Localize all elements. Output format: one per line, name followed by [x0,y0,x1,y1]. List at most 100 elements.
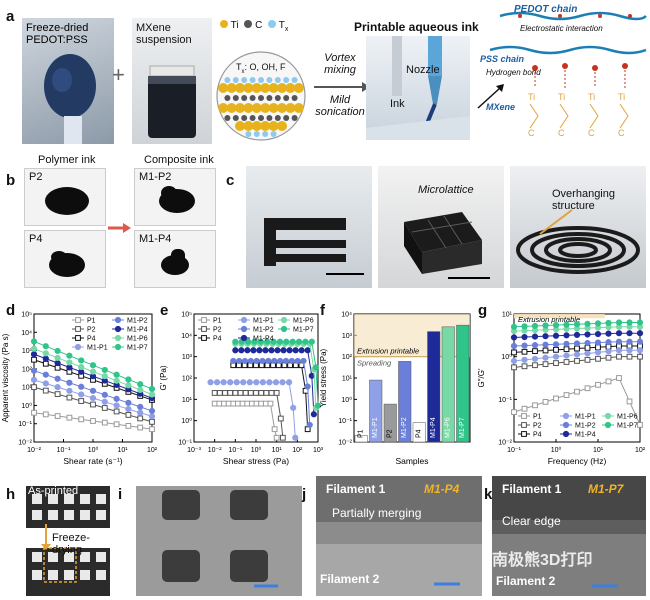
data-point-M1-P1 [125,405,132,413]
data-point-M1-P4 [232,347,239,354]
data-point-P2 [637,353,643,360]
data-point-M1-P6 [114,334,122,342]
data-point-P1 [244,400,251,407]
data-point-M1-P2 [615,338,623,345]
data-point-M1-P6 [42,350,49,357]
atom [253,131,260,137]
data-point-M1-P1 [292,434,299,441]
ink-drop-p4 [49,251,85,277]
x-axis-label: Shear stress (Pa) [223,456,289,466]
svg-text:C: C [618,128,625,138]
data-point-M1-P6 [125,382,132,389]
legend-label-M1-P4: M1-P4 [127,327,148,334]
data-point-M1-P4 [274,347,281,354]
data-point-P1 [626,398,633,405]
data-point-M1-P7 [257,338,264,345]
data-point-P2 [227,390,234,396]
data-point-P4 [532,348,538,355]
data-point-M1-P1 [521,356,528,363]
plus-sign: + [112,62,125,87]
atom [232,115,239,121]
pedot-chain-label: PEDOT chain [514,4,578,15]
data-point-M1-P7 [66,352,73,359]
data-point-M1-P1 [101,398,108,405]
legend-label-M1-P4: M1-P4 [253,336,274,343]
sem-photo-i [136,486,302,596]
legend-label-M1-P1: M1-P1 [253,318,274,325]
bar-P1 [354,435,368,443]
y-axis-label: G″/G′ [477,368,486,388]
atom [266,95,273,101]
data-point-M1-P2 [101,391,108,398]
data-point-P2 [90,401,96,408]
data-point-M1-P1 [279,379,286,386]
data-point-P2 [279,434,286,441]
k-sample-tag: M1-P7 [588,482,624,496]
x-axis-label: Samples [395,456,428,466]
atom [268,121,279,131]
tx-caption-t: T [236,62,242,72]
data-point-P1 [262,400,269,407]
data-point-P2 [66,394,73,401]
data-point-M1-P1 [272,379,280,386]
data-point-M1-P4 [542,333,549,340]
data-point-M1-P4 [552,332,560,339]
data-point-P1 [230,400,237,407]
data-point-M1-P6 [137,386,144,393]
atom [251,121,262,131]
data-point-M1-P7 [264,338,271,345]
data-point-M1-P6 [101,373,108,380]
y-tick-label: 10¹ [342,376,353,383]
atom [293,103,304,113]
data-point-P2 [553,360,559,366]
data-point-M1-P7 [604,421,612,429]
bar-M1-P6 [441,326,455,443]
legend-label-M1-P1: M1-P1 [87,345,108,352]
data-point-P2 [616,353,622,360]
bar-label-P4: P4 [415,429,422,438]
data-point-M1-P7 [113,371,120,378]
data-point-M1-P1 [240,316,248,324]
data-point-M1-P2 [552,341,560,348]
data-point-M1-P1 [531,355,539,362]
sem-photo-j: Filament 1 M1-P4 Partially merging Filam… [316,476,482,596]
data-point-M1-P7 [312,364,320,371]
lattice-grid-illustration [26,494,110,583]
data-point-M1-P1 [42,380,49,387]
data-point-P1 [553,395,559,402]
printed-structure-photo [246,166,372,288]
data-point-P2 [237,390,244,396]
data-point-M1-P1 [240,379,247,386]
bar-label-M1-P1: M1-P1 [372,417,379,438]
data-point-M1-P1 [615,347,623,354]
data-point-P1 [42,411,49,418]
data-point-M1-P2 [114,316,122,324]
data-point-P2 [563,359,570,365]
data-point-M1-P6 [113,377,120,384]
atom [285,103,296,113]
data-point-M1-P1 [78,391,85,398]
data-point-M1-P4 [286,347,293,354]
data-point-P1 [225,400,232,407]
data-point-M1-P1 [246,379,253,386]
y-axis-label: Yield stress (Pa) [319,348,328,407]
data-point-M1-P4 [584,331,591,338]
data-point-M1-P6 [148,391,156,398]
ink-red-arrow [108,223,131,233]
data-point-M1-P4 [605,330,612,337]
data-point-P2 [101,405,108,411]
data-point-P1 [605,378,612,385]
ink-drop-p2 [45,187,89,215]
data-point-P1 [532,402,538,409]
data-point-P2 [149,418,155,425]
data-point-P2 [211,390,218,396]
atom [274,77,281,83]
data-point-P1 [54,413,61,419]
ink-photo-p2: P2 [24,168,106,226]
data-point-P2 [42,387,49,394]
x-tick-label: 10⁻³ [187,447,201,454]
j-sample-tag: M1-P4 [424,482,460,496]
data-point-M1-P2 [306,421,313,429]
data-point-P1 [258,400,265,407]
atom [277,121,287,131]
